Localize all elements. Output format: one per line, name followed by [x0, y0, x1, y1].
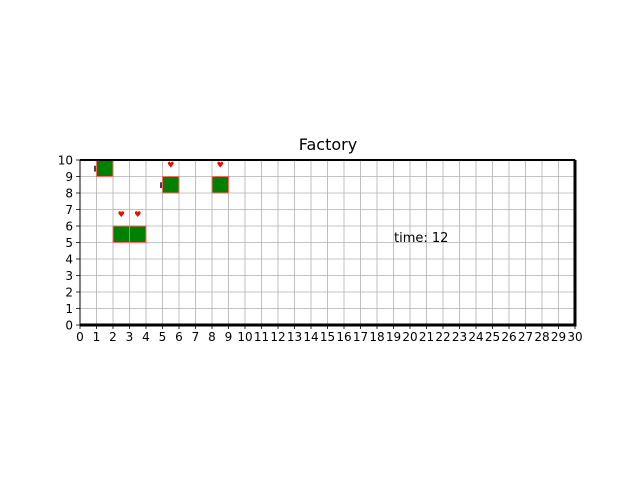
x-tick-label: 1	[93, 330, 101, 344]
x-tick-label: 0	[76, 330, 84, 344]
board-title: Factory	[298, 135, 358, 154]
x-tick-label: 19	[386, 330, 401, 344]
y-tick-label: 2	[65, 286, 73, 300]
x-tick-label: 4	[142, 330, 150, 344]
x-tick-label: 16	[336, 330, 351, 344]
y-tick-label: 4	[65, 253, 73, 267]
x-tick-label: 27	[518, 330, 533, 344]
x-tick-label: 28	[534, 330, 549, 344]
heart-icon: ♥	[217, 161, 224, 170]
x-tick-label: 21	[419, 330, 434, 344]
x-tick-label: 17	[353, 330, 368, 344]
x-tick-label: 30	[567, 330, 582, 344]
x-tick-label: 6	[175, 330, 183, 344]
x-tick-label: 24	[468, 330, 483, 344]
y-axis-ticks: 0 1 2 3 4 5 6 7 8 9 10	[58, 154, 80, 333]
y-tick-label: 6	[65, 220, 73, 234]
machine-block	[96, 159, 114, 177]
x-tick-label: 9	[225, 330, 233, 344]
heart-icon: ♥	[167, 161, 174, 170]
machine-tag-marker	[160, 182, 162, 189]
y-tick-label: 7	[65, 203, 73, 217]
heart-icon: ♥	[134, 210, 141, 219]
x-tick-label: 14	[303, 330, 318, 344]
x-tick-label: 8	[208, 330, 216, 344]
machine-block	[129, 225, 147, 243]
machine-tag-marker	[94, 165, 96, 172]
y-tick-label: 5	[65, 236, 73, 250]
grid-lines	[79, 159, 576, 326]
x-axis-ticks: 0 1 2 3 4 5 6 7 8 9 10 11 12 13 14 15 16 17 18 19 20 21 22 23 24…	[76, 325, 583, 344]
x-tick-label: 20	[402, 330, 417, 344]
x-tick-label: 22	[435, 330, 450, 344]
x-tick-label: 5	[159, 330, 167, 344]
machines-layer: ♥ ♥ ♥ ♥	[94, 159, 229, 243]
y-tick-label: 8	[65, 187, 73, 201]
x-tick-label: 23	[452, 330, 467, 344]
x-tick-label: 26	[501, 330, 516, 344]
x-tick-label: 11	[254, 330, 269, 344]
machine-block	[211, 176, 229, 194]
x-tick-label: 3	[126, 330, 134, 344]
x-tick-label: 18	[369, 330, 384, 344]
x-tick-label: 13	[287, 330, 302, 344]
x-tick-label: 12	[270, 330, 285, 344]
x-tick-label: 7	[192, 330, 200, 344]
x-tick-label: 10	[237, 330, 252, 344]
machine-block	[112, 225, 130, 243]
y-tick-label: 0	[65, 319, 73, 333]
y-tick-label: 10	[58, 154, 73, 168]
x-tick-label: 15	[320, 330, 335, 344]
x-tick-label: 25	[485, 330, 500, 344]
heart-icon: ♥	[118, 210, 125, 219]
x-tick-label: 29	[551, 330, 566, 344]
x-tick-label: 2	[109, 330, 117, 344]
time-label: time: 12	[394, 231, 448, 246]
y-tick-label: 3	[65, 269, 73, 283]
y-tick-label: 9	[65, 170, 73, 184]
machine-block	[162, 176, 180, 194]
y-tick-label: 1	[65, 302, 73, 316]
